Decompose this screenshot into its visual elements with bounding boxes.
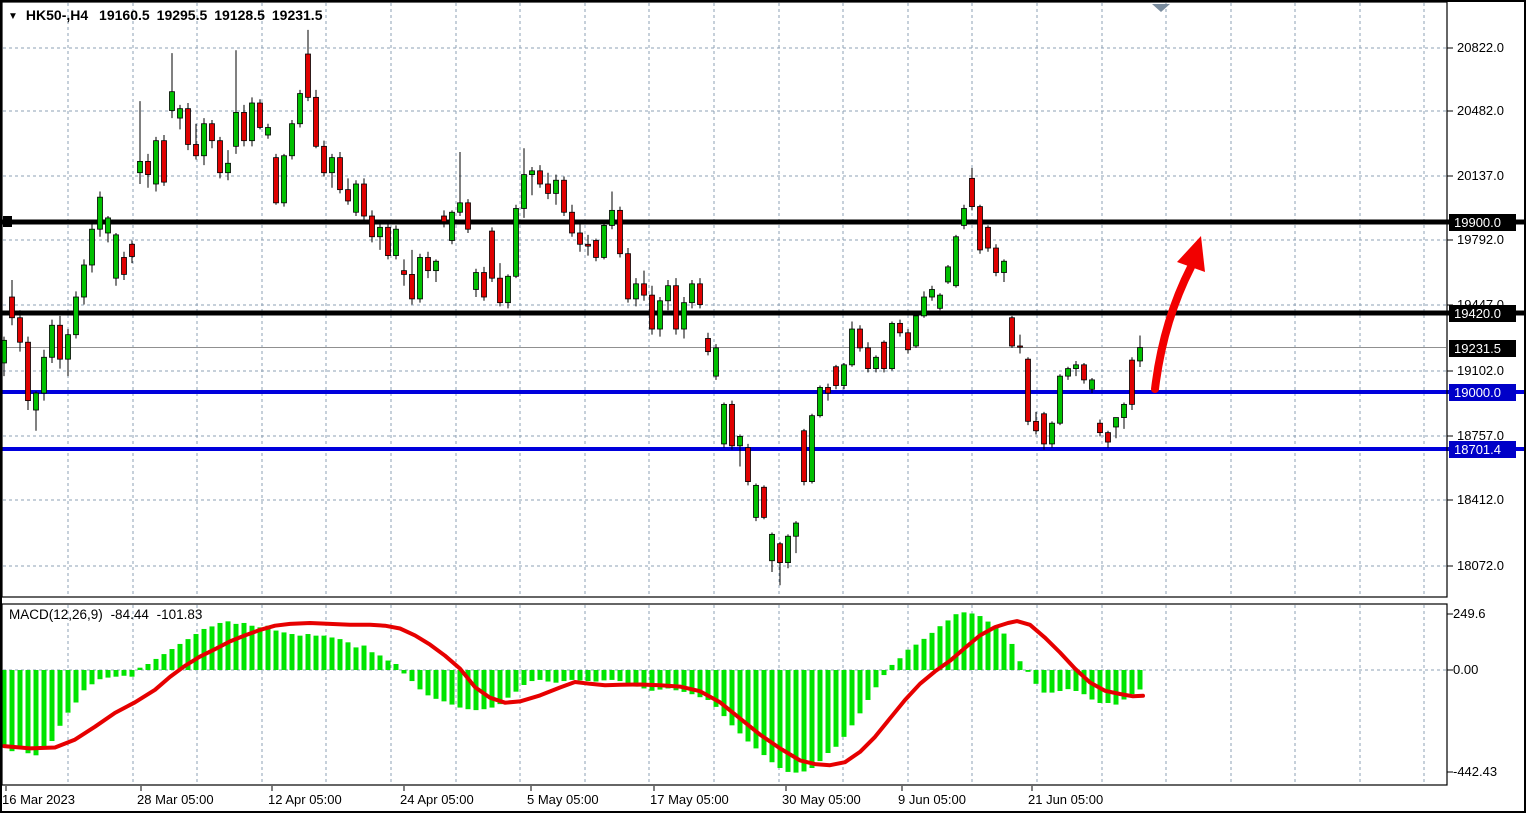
line-anchor-handle[interactable] (3, 216, 12, 227)
ohlc-low-value: 19128.5 (214, 7, 265, 23)
ohlc-high-value: 19295.5 (156, 7, 208, 23)
macd-name: MACD(12,26,9) (9, 607, 103, 622)
chart-title: ▼ HK50-,H4 19160.5 19295.5 19128.5 19231.5 (8, 7, 329, 23)
scroll-to-end-marker[interactable] (1152, 4, 1170, 12)
resistance-line-19900[interactable] (0, 219, 1526, 225)
macd-signal-value: -101.83 (156, 607, 203, 622)
symbol-dropdown-icon[interactable]: ▼ (8, 11, 18, 22)
macd-histogram (1, 612, 1143, 773)
macd-main-value: -84.44 (110, 607, 149, 622)
trend-arrow[interactable] (1151, 236, 1205, 393)
gridlines (3, 3, 1446, 784)
macd-signal-line (2, 619, 1145, 768)
price-panel-border (1, 1, 1448, 598)
candlestick-series[interactable] (1, 29, 1143, 586)
support-line-18701[interactable] (0, 447, 1526, 451)
support-line-19000[interactable] (0, 390, 1526, 394)
ohlc-open-value: 19160.5 (99, 7, 150, 23)
symbol-period-label: HK50-,H4 (25, 7, 89, 23)
ohlc-close-value: 19231.5 (271, 7, 323, 23)
macd-indicator-label: MACD(12,26,9) -84.44 -101.83 (9, 607, 206, 622)
resistance-line-19420[interactable] (0, 310, 1526, 316)
